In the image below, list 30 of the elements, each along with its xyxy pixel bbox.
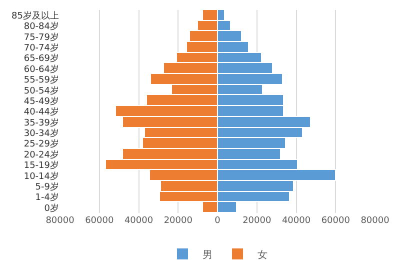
y-tick-label: 1-4岁 <box>35 192 59 204</box>
y-tick-label: 25-29岁 <box>24 138 59 150</box>
y-tick-label: 55-59岁 <box>24 74 59 86</box>
y-tick-label: 35-39岁 <box>24 117 59 128</box>
y-tick-label: 45-49岁 <box>24 96 59 107</box>
y-tick-label: 85岁及以上 <box>12 10 59 22</box>
x-tick-label: 20000 <box>242 216 272 226</box>
y-tick-label: 75-79岁 <box>24 32 59 43</box>
y-tick-label: 50-54岁 <box>24 85 59 96</box>
x-tick-label: 80000 <box>360 216 390 226</box>
x-tick-label: 0 <box>214 216 221 226</box>
y-tick-label: 80-84岁 <box>24 21 59 32</box>
y-tick-label: 60-64岁 <box>24 64 59 75</box>
y-tick-label: 5-9岁 <box>35 181 59 192</box>
x-tick-label: 80000 <box>46 216 75 226</box>
y-tick-label: 20-24岁 <box>24 149 59 160</box>
x-tick-label: 20000 <box>164 216 193 226</box>
y-tick-label: 30-34岁 <box>24 128 59 140</box>
x-tick-label: 60000 <box>85 216 114 226</box>
y-tick-label: 65-69岁 <box>24 53 59 64</box>
x-tick-label: 60000 <box>321 216 350 226</box>
y-tick-label: 70-74岁 <box>24 42 59 54</box>
y-tick-label: 10-14岁 <box>24 170 59 182</box>
y-tick-label: 0岁 <box>44 202 59 214</box>
y-tick-label: 15-19岁 <box>24 160 59 172</box>
legend-label: 男 <box>202 250 212 261</box>
x-tick-label: 40000 <box>124 216 154 226</box>
x-tick-label: 40000 <box>282 216 311 226</box>
y-tick-label: 40-44岁 <box>24 106 59 118</box>
legend-label: 女 <box>258 248 268 261</box>
